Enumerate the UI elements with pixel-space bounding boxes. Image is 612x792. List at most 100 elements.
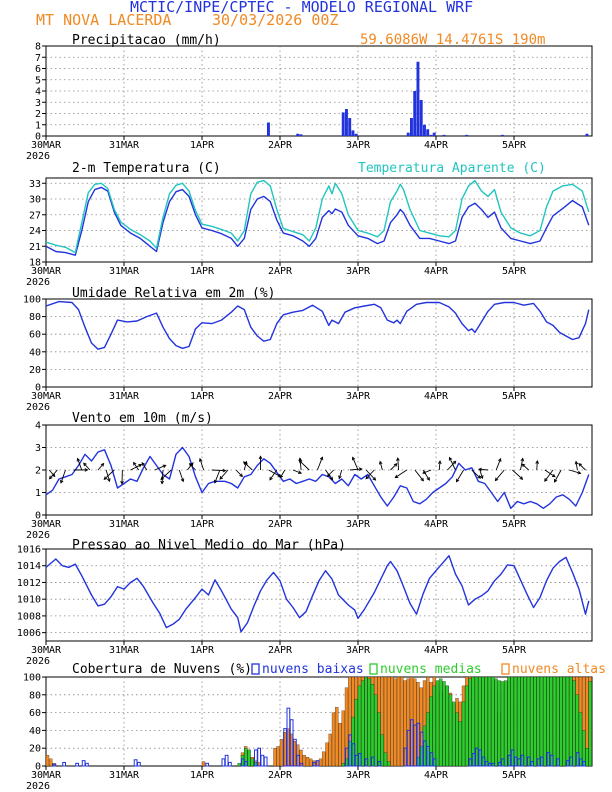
cloud-bar-medias — [491, 676, 495, 767]
temp-series-line — [45, 179, 590, 254]
wind-vector-head — [242, 461, 247, 465]
umid-ytick-label: 60 — [29, 330, 41, 341]
cloud-bar-baixas — [205, 762, 210, 767]
cloud-bar-baixas — [221, 758, 226, 767]
wind-vector — [189, 463, 196, 471]
wind-vector-head — [198, 457, 203, 462]
cloud-bar-altas — [400, 676, 404, 767]
wind-vector — [130, 464, 142, 471]
wind-vector — [379, 461, 383, 471]
wind-vector-head — [426, 477, 430, 481]
pressao-year-label: 2026 — [26, 656, 50, 667]
wind-vector — [48, 469, 56, 477]
cloud-bar-altas — [322, 751, 326, 767]
pressao-ytick-label: 1010 — [17, 595, 41, 606]
wind-vector — [569, 469, 581, 474]
wind-vector — [141, 462, 148, 471]
wind-vector — [199, 458, 205, 471]
wind-vector-head — [494, 477, 499, 482]
wind-vector-head — [160, 480, 165, 485]
wind-vector — [471, 469, 481, 479]
wind-vector — [365, 469, 376, 481]
cloud-bar-medias — [367, 678, 371, 767]
umid-xtick-label: 2APR — [268, 391, 293, 402]
cloud-bar-baixas — [540, 756, 544, 767]
precip-bar — [465, 134, 469, 136]
chart-main-title: MCTIC/INPE/CPTEC - MODELO REGIONAL WRF — [130, 0, 474, 16]
wind-vector — [422, 469, 432, 474]
vento-xtick-label: 4APR — [424, 519, 449, 530]
vento-ytick-label: 2 — [35, 466, 41, 477]
cloud-bar-altas — [396, 676, 401, 767]
cloud-bar-medias — [569, 676, 573, 767]
wind-vector-head — [478, 467, 482, 472]
wind-vector-head — [298, 470, 303, 474]
wind-vector — [279, 469, 286, 478]
cloud-bar-medias — [471, 676, 475, 767]
wind-vector-head — [120, 480, 124, 485]
nuvens-xtick-label: 4APR — [424, 770, 449, 781]
wind-vector-head — [365, 475, 370, 480]
precip-bar — [426, 129, 430, 136]
cloud-bar-baixas — [582, 761, 587, 767]
wind-vector-head — [422, 470, 427, 474]
cloud-bar-medias — [237, 763, 241, 767]
precip-ytick-label: 3 — [35, 98, 41, 109]
wind-vector-head — [372, 477, 377, 481]
cloud-legend-label: nuvens baixas — [262, 662, 364, 677]
run-date-label: 30/03/2026 00Z — [212, 11, 339, 29]
cloud-bar-baixas — [260, 754, 265, 767]
wind-vector-head — [83, 462, 87, 467]
nuvens-ytick-label: 100 — [23, 673, 41, 684]
cloud-bar-baixas — [556, 758, 561, 767]
precip-bar — [296, 133, 300, 136]
vento-series-line — [45, 446, 590, 509]
umid-title: Umidade Relativa em 2m (%) — [72, 286, 276, 301]
precip-bar — [423, 124, 426, 136]
wind-vector — [554, 469, 562, 483]
cloud-bar-medias — [507, 676, 511, 767]
temp-year-label: 2026 — [26, 277, 50, 288]
wind-vector-head — [520, 457, 525, 462]
precip-xtick-label: 30MAR — [31, 140, 62, 151]
wind-vector — [103, 469, 115, 480]
wind-vector-head — [420, 477, 424, 482]
cloud-bar-medias — [465, 685, 469, 767]
wind-vector-head — [222, 468, 227, 473]
cloud-legend-swatch — [501, 663, 510, 675]
temp-ytick-label: 18 — [29, 258, 41, 269]
umid-series-line — [45, 300, 590, 350]
wind-vector — [292, 469, 302, 474]
precip-bar — [410, 118, 413, 136]
vento-year-label: 2026 — [26, 530, 50, 541]
temp-panel-frame — [45, 177, 593, 263]
temp-xtick-label: 4APR — [424, 266, 449, 277]
precip-bar — [341, 112, 345, 136]
wind-vector-head — [180, 478, 185, 483]
pressao-ytick-label: 1016 — [17, 545, 41, 556]
pressao-panel-frame — [45, 548, 593, 642]
wind-vector-head — [393, 463, 398, 467]
pressao-xtick-label: 30MAR — [31, 645, 62, 656]
cloud-bar-baixas — [364, 758, 369, 767]
wind-vector — [49, 469, 58, 479]
cloud-bar-medias — [452, 701, 456, 767]
nuvens-xtick-label: 5APR — [502, 770, 527, 781]
wind-vector — [544, 469, 554, 482]
wind-vector-head — [338, 475, 342, 480]
umid-xtick-label: 3APR — [346, 391, 371, 402]
wind-vector — [327, 469, 334, 477]
cloud-bar-medias — [442, 681, 446, 767]
temp-legend-label: Temperatura Aparente (C) — [358, 161, 546, 176]
wind-vector-head — [448, 456, 453, 461]
nuvens-xtick-label: 1APR — [190, 770, 215, 781]
cloud-bar-medias — [517, 676, 521, 767]
cloud-bar-medias — [387, 761, 391, 767]
pressao-xtick-label: 5APR — [502, 645, 527, 656]
cloud-bar-altas — [305, 756, 310, 767]
cloud-bar-altas — [338, 723, 342, 767]
vento-xtick-label: 1APR — [190, 519, 215, 530]
cloud-bar-altas — [279, 739, 284, 767]
cloud-bar-altas — [328, 733, 332, 767]
cloud-bar-baixas — [520, 754, 525, 767]
